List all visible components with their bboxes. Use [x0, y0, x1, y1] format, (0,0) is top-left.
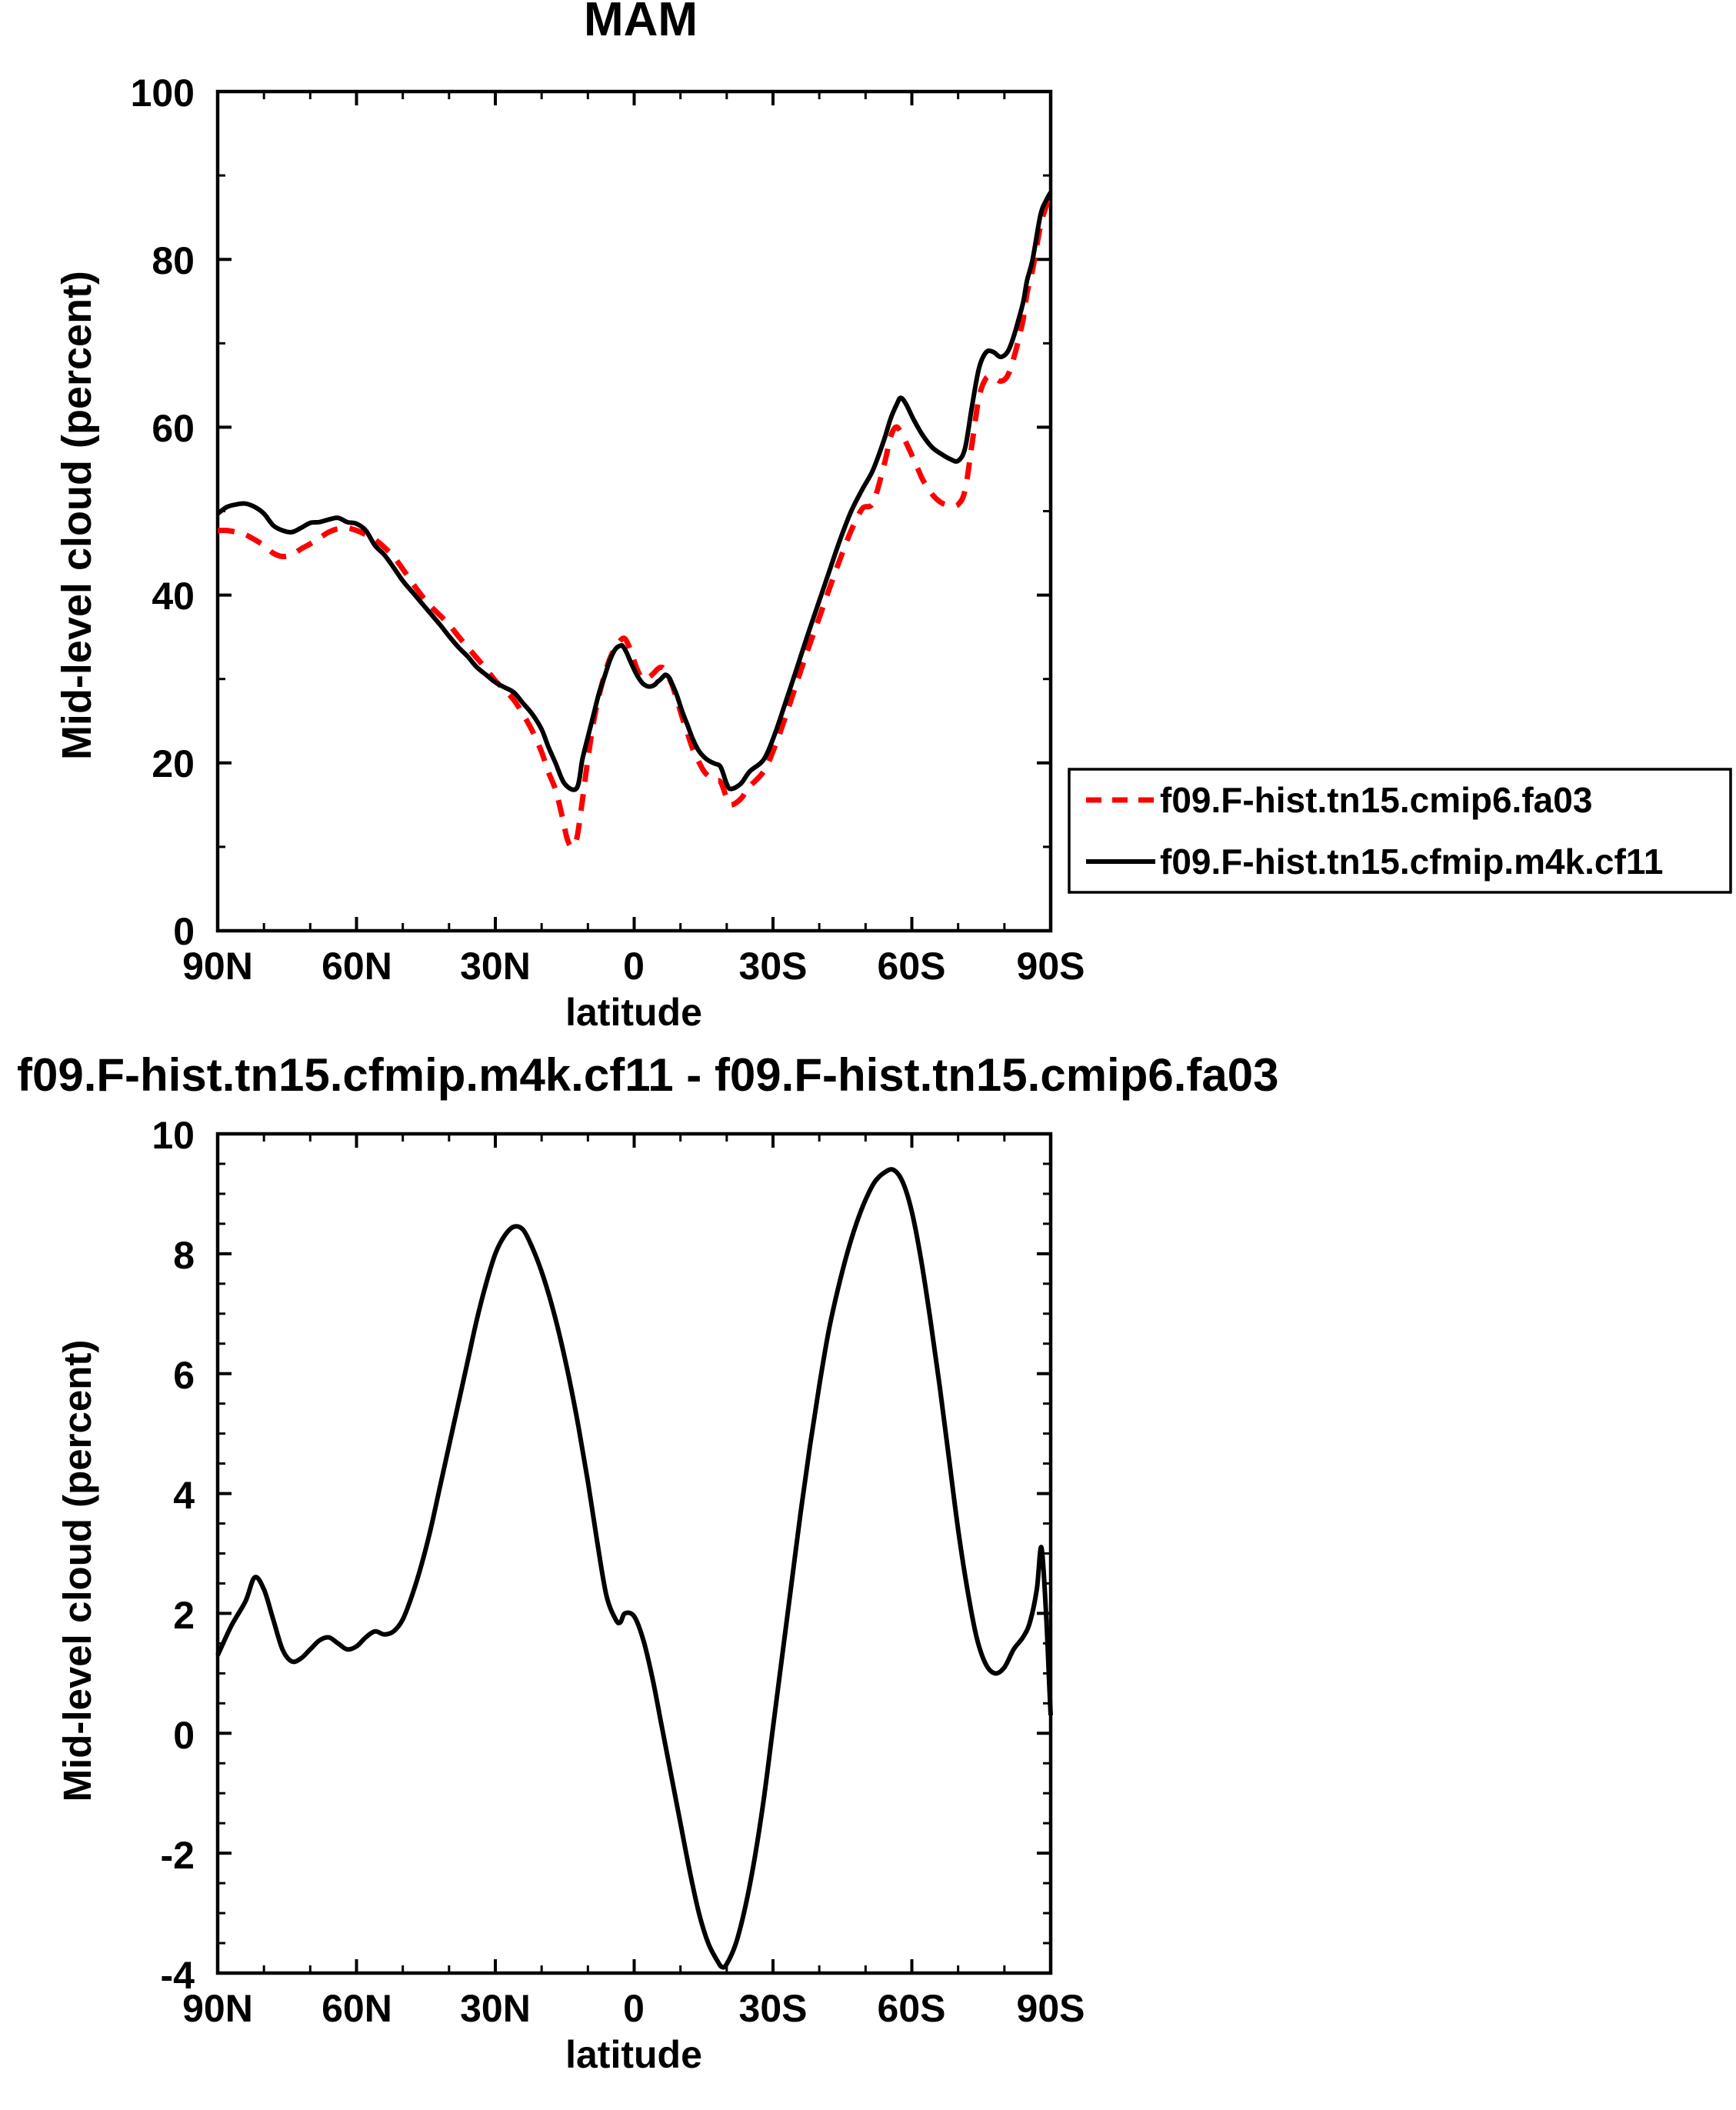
svg-text:100: 100	[131, 72, 195, 115]
svg-text:10: 10	[152, 1114, 195, 1157]
svg-text:f09.F-hist.tn15.cfmip.m4k.cf11: f09.F-hist.tn15.cfmip.m4k.cf11	[1160, 842, 1663, 882]
svg-text:0: 0	[173, 1714, 195, 1757]
svg-text:0: 0	[623, 1987, 645, 2030]
svg-text:8: 8	[173, 1234, 195, 1277]
svg-text:60N: 60N	[322, 1987, 392, 2030]
svg-text:f09.F-hist.tn15.cfmip.m4k.cf11: f09.F-hist.tn15.cfmip.m4k.cf11 - f09.F-h…	[17, 1049, 1279, 1101]
svg-text:30N: 30N	[460, 945, 531, 988]
svg-text:30S: 30S	[739, 945, 808, 988]
svg-text:30S: 30S	[739, 1987, 808, 2030]
svg-text:latitude: latitude	[565, 2033, 702, 2076]
svg-text:40: 40	[152, 575, 195, 618]
svg-text:90N: 90N	[182, 945, 253, 988]
svg-text:2: 2	[173, 1594, 195, 1637]
svg-text:MAM: MAM	[584, 0, 698, 46]
svg-text:f09.F-hist.tn15.cmip6.fa03: f09.F-hist.tn15.cmip6.fa03	[1160, 780, 1592, 820]
svg-text:30N: 30N	[460, 1987, 531, 2030]
svg-text:90S: 90S	[1017, 1987, 1085, 2030]
svg-text:80: 80	[152, 239, 195, 282]
svg-text:60: 60	[152, 407, 195, 450]
svg-text:latitude: latitude	[565, 991, 702, 1034]
svg-text:60S: 60S	[878, 1987, 946, 2030]
svg-text:4: 4	[173, 1474, 195, 1517]
svg-text:90S: 90S	[1017, 945, 1085, 988]
svg-text:0: 0	[623, 945, 645, 988]
svg-text:60S: 60S	[878, 945, 946, 988]
svg-text:60N: 60N	[322, 945, 392, 988]
svg-text:-2: -2	[161, 1834, 195, 1877]
svg-text:Mid-level cloud (percent): Mid-level cloud (percent)	[55, 1340, 99, 1802]
svg-text:6: 6	[173, 1354, 195, 1397]
svg-text:90N: 90N	[182, 1987, 253, 2030]
svg-text:20: 20	[152, 742, 195, 785]
svg-text:Mid-level cloud (percent): Mid-level cloud (percent)	[54, 271, 100, 760]
